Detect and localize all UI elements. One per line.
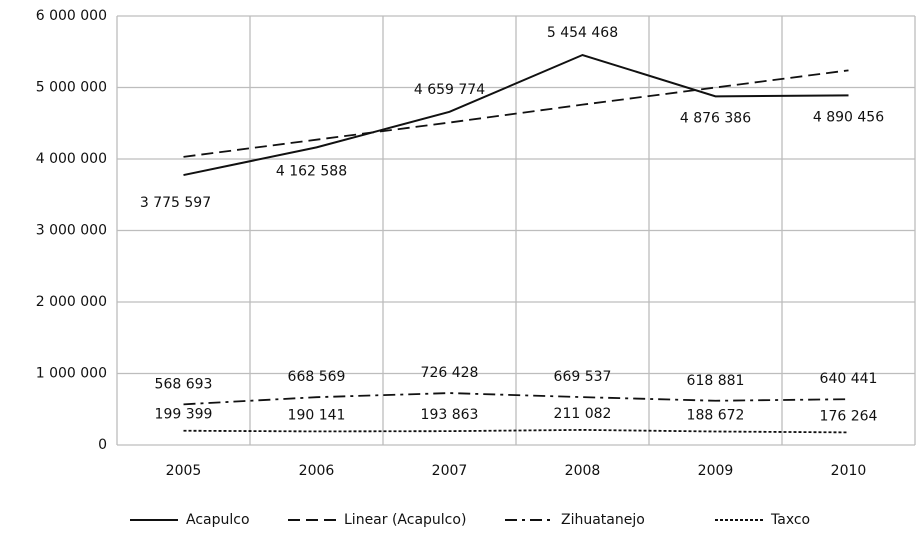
- x-tick-label: 2006: [299, 463, 335, 479]
- data-label: 193 863: [421, 407, 479, 423]
- line-series: [183, 69, 849, 158]
- data-label: 4 162 588: [276, 163, 347, 179]
- x-tick-label: 2010: [831, 463, 867, 479]
- data-label: 4 876 386: [680, 110, 751, 126]
- data-label: 4 890 456: [813, 109, 884, 125]
- data-label: 190 141: [288, 407, 346, 423]
- y-tick-label: 3 000 000: [36, 223, 107, 239]
- legend-label: Linear (Acapulco): [344, 512, 466, 528]
- x-tick-label: 2009: [698, 463, 734, 479]
- y-tick-label: 2 000 000: [36, 294, 107, 310]
- data-label: 568 693: [155, 376, 213, 392]
- legend-label: Zihuatanejo: [561, 512, 645, 528]
- line-series: [183, 53, 849, 177]
- legend-label: Acapulco: [186, 512, 250, 528]
- data-label: 176 264: [820, 408, 878, 424]
- data-label: 188 672: [687, 408, 745, 424]
- data-label: 668 569: [288, 369, 346, 385]
- data-label: 640 441: [820, 371, 878, 387]
- y-tick-label: 5 000 000: [36, 80, 107, 96]
- x-tick-label: 2005: [166, 463, 202, 479]
- data-label: 669 537: [554, 369, 612, 385]
- y-tick-label: 0: [98, 437, 107, 453]
- x-tick-label: 2007: [432, 463, 468, 479]
- line-series: [183, 392, 849, 406]
- data-label: 5 454 468: [547, 25, 618, 41]
- data-label: 3 775 597: [140, 195, 211, 211]
- legend-label: Taxco: [770, 512, 810, 528]
- y-tick-label: 4 000 000: [36, 151, 107, 167]
- y-tick-label: 6 000 000: [36, 8, 107, 24]
- data-label: 199 399: [155, 407, 213, 423]
- data-label: 4 659 774: [414, 82, 485, 98]
- y-tick-label: 1 000 000: [36, 366, 107, 382]
- data-label: 726 428: [421, 365, 479, 381]
- line-series: [183, 429, 849, 434]
- x-tick-label: 2008: [565, 463, 601, 479]
- data-label: 618 881: [687, 373, 745, 389]
- data-label: 211 082: [554, 406, 612, 422]
